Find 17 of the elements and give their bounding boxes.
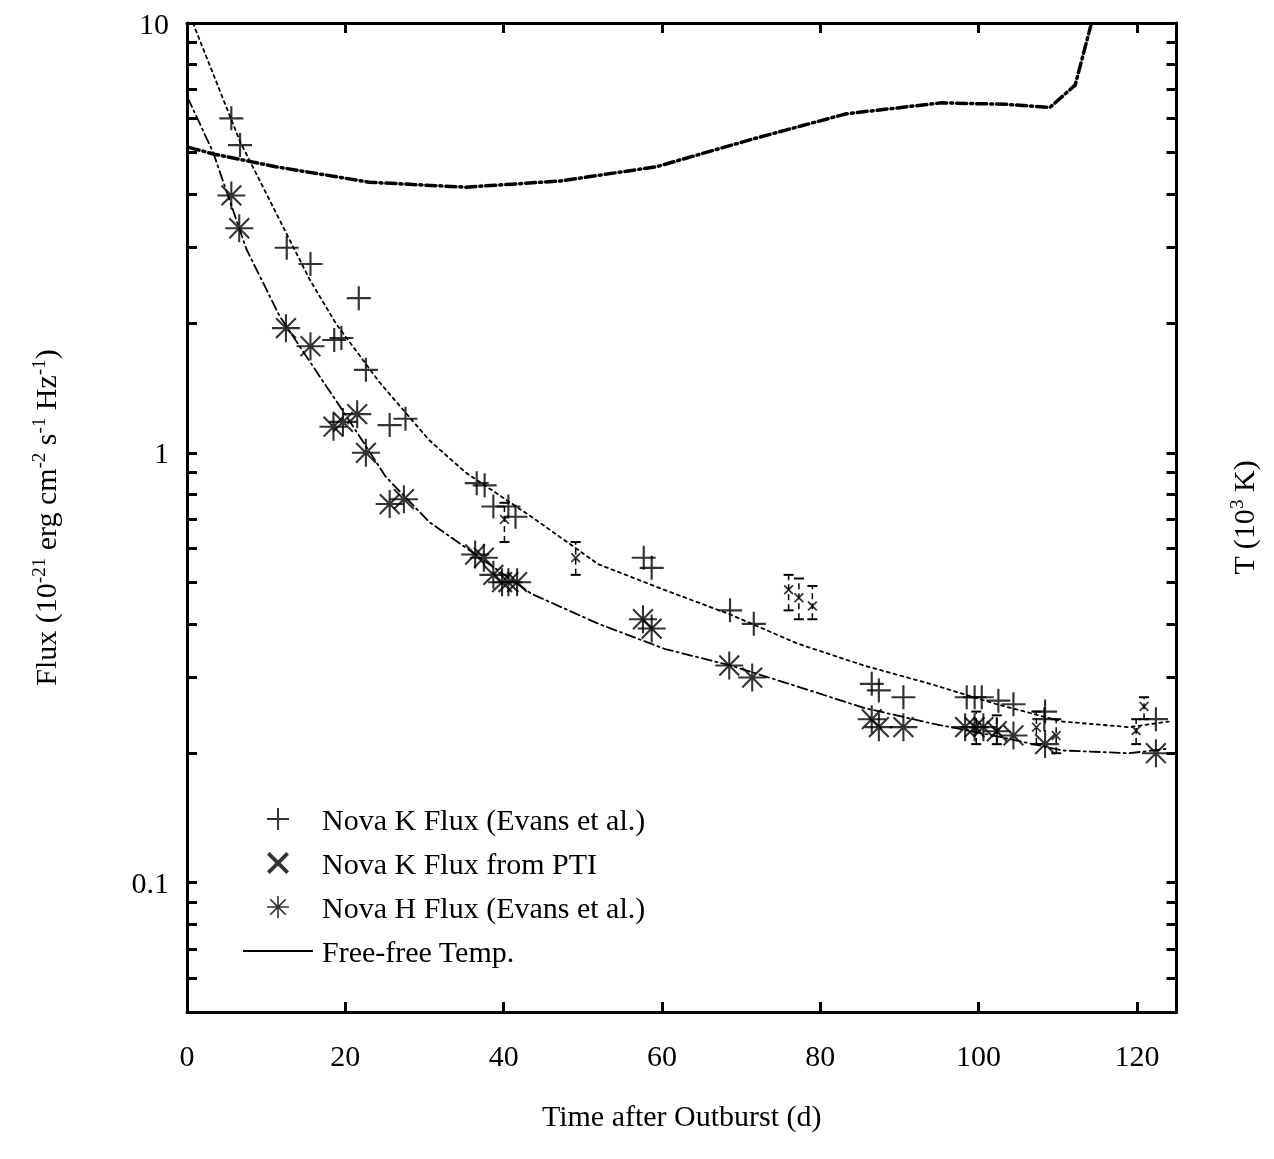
x-tick-label: 60 xyxy=(646,1038,677,1072)
y-tick-label: 1 xyxy=(154,436,169,470)
x-tick-label: 100 xyxy=(956,1038,1002,1072)
y-tick-label: 10 xyxy=(139,6,169,40)
y2-axis-title: T (103 K) xyxy=(1225,460,1261,575)
legend-label: Free-free Temp. xyxy=(322,934,515,968)
legend-label: Nova K Flux from PTI xyxy=(322,846,597,880)
legend-label: Nova K Flux (Evans et al.) xyxy=(322,802,646,837)
legend-label: Nova H Flux (Evans et al.) xyxy=(322,890,646,925)
x-tick-label: 20 xyxy=(330,1038,361,1072)
text: Flux (10-21 erg cm-2 s-1 Hz-1) xyxy=(28,349,62,686)
x-tick-label: 40 xyxy=(488,1038,519,1072)
x-tick-label: 120 xyxy=(1114,1038,1160,1072)
x-axis-title: Time after Outburst (d) xyxy=(541,1098,822,1133)
y-tick-label: 0.1 xyxy=(131,866,169,900)
x-tick-label: 80 xyxy=(805,1038,836,1072)
x-tick-label: 0 xyxy=(179,1038,195,1072)
